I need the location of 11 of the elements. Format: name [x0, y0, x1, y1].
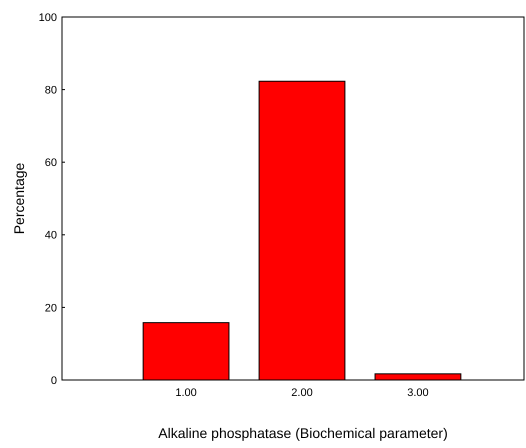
y-tick-label: 80 — [44, 84, 57, 96]
x-tick-label: 3.00 — [407, 387, 429, 399]
x-axis-title: Alkaline phosphatase (Biochemical parameter) — [158, 425, 448, 441]
y-tick-label: 60 — [44, 157, 57, 170]
x-tick-label: 1.00 — [175, 387, 197, 399]
y-tick-label: 20 — [44, 302, 57, 314]
y-tick-label: 100 — [38, 12, 57, 24]
x-tick-label: 2.00 — [291, 387, 313, 399]
y-tick-label: 40 — [44, 230, 57, 242]
y-axis-title: Percentage — [11, 162, 27, 234]
y-tick-label: 0 — [50, 374, 57, 387]
